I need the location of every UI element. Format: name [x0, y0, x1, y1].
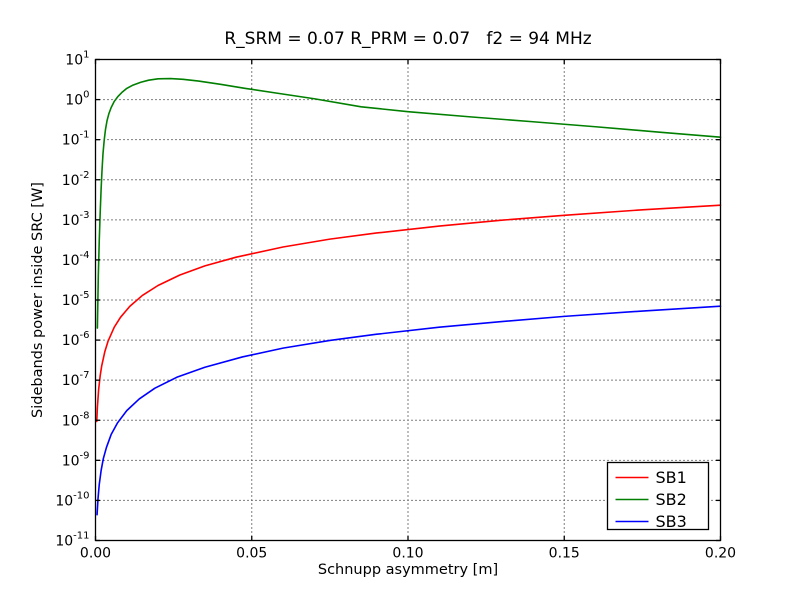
x-tick-label: 0.20	[705, 546, 736, 562]
x-tick-label: 0.15	[549, 546, 580, 562]
x-axis-label: Schnupp asymmetry [m]	[318, 562, 498, 578]
legend-box	[606, 461, 710, 531]
tick-layer	[94, 58, 722, 542]
y-tick-label: 10-4	[62, 250, 90, 269]
y-axis-label: Sidebands power inside SRC [W]	[30, 182, 46, 418]
y-tick-label: 10-9	[62, 450, 90, 469]
y-tick-label: 10-6	[62, 330, 90, 349]
x-tick-label: 0.05	[236, 546, 267, 562]
legend-label-sb3: SB3	[656, 512, 687, 531]
x-tick-label: 0.10	[392, 546, 423, 562]
y-tick-label: 10-10	[55, 490, 89, 509]
x-tick-label: 0.00	[80, 546, 111, 562]
y-tick-label: 10-8	[62, 410, 90, 429]
y-tick-label: 10-1	[62, 130, 90, 149]
y-tick-label: 10-3	[62, 210, 90, 229]
chart-title: R_SRM = 0.07 R_PRM = 0.07 f2 = 94 MHz	[224, 29, 591, 49]
series-sb1-curve	[95, 204, 722, 423]
legend-label-sb1: SB1	[656, 468, 687, 487]
y-tick-label: 10-2	[62, 170, 90, 189]
y-tick-label: 101	[65, 50, 89, 69]
legend-label-sb2: SB2	[656, 490, 687, 509]
y-tick-label: 100	[65, 90, 89, 109]
y-tick-label: 10-5	[62, 290, 90, 309]
series-sb3-curve	[96, 305, 722, 516]
legend: SB1 SB2 SB3	[606, 461, 710, 531]
y-tick-label: 10-7	[62, 370, 90, 389]
series-layer	[95, 77, 722, 516]
series-sb2-curve	[96, 77, 722, 329]
